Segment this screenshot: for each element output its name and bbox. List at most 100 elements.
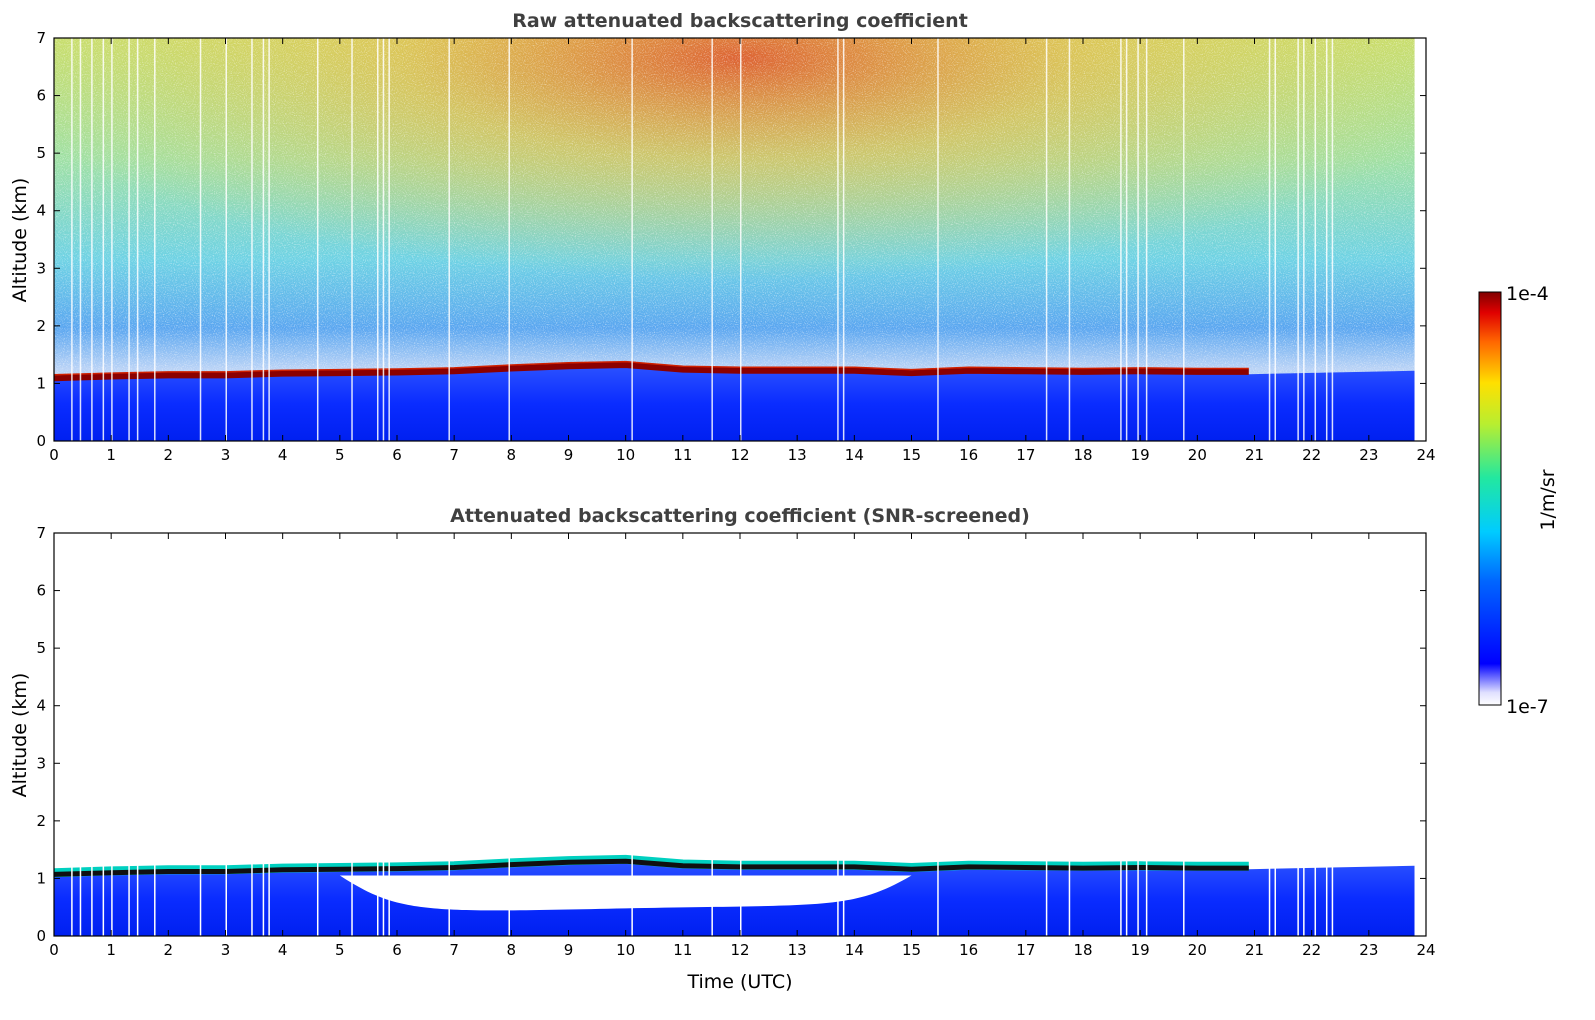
missing-profile-line	[351, 533, 353, 936]
missing-profile-line	[316, 533, 319, 936]
y-tick-label: 3	[36, 754, 46, 772]
missing-profile-line	[1303, 38, 1305, 441]
missing-profile-line	[111, 533, 113, 936]
raw-y-ticks: 0 1 2 3 4 5 6 7	[36, 29, 1426, 450]
x-tick-label: 0	[49, 446, 59, 464]
raw-x-ticks: 0 1 2 3 4 5 6 7 8 9 10 11 12 13 14 15 16 17 18 19 20 21 22 23 24	[49, 38, 1436, 464]
raw-no-data-region	[1414, 38, 1426, 441]
x-tick-label: 21	[1245, 446, 1264, 464]
missing-profile-line	[837, 533, 839, 936]
missing-profile-line	[740, 533, 742, 936]
x-tick-label: 10	[616, 446, 635, 464]
missing-profile-line	[91, 38, 93, 441]
missing-profile-line	[1183, 38, 1185, 441]
missing-profile-line	[1125, 38, 1128, 441]
missing-profile-line	[711, 533, 713, 936]
x-tick-label: 23	[1359, 446, 1378, 464]
missing-profile-line	[111, 38, 113, 441]
missing-profile-line	[448, 38, 450, 441]
x-tick-label: 0	[49, 941, 59, 959]
missing-profile-line	[199, 533, 202, 936]
x-tick-label: 19	[1131, 941, 1150, 959]
missing-profile-line	[154, 38, 156, 441]
x-tick-label: 4	[278, 446, 288, 464]
missing-profile-line	[937, 38, 939, 441]
colorbar-units-label: 1/m/sr	[1537, 469, 1559, 530]
missing-profile-line	[382, 533, 385, 936]
x-axis-label: Time (UTC)	[686, 971, 792, 993]
missing-profile-line	[508, 533, 510, 936]
x-tick-label: 11	[673, 446, 692, 464]
x-tick-label: 8	[507, 446, 517, 464]
x-tick-label: 24	[1416, 446, 1435, 464]
missing-profile-line	[1297, 38, 1299, 441]
missing-profile-line	[262, 38, 265, 441]
missing-profile-line	[316, 38, 319, 441]
x-tick-label: 11	[673, 941, 692, 959]
missing-profile-line	[1045, 533, 1048, 936]
y-tick-label: 4	[36, 202, 46, 220]
y-tick-label: 5	[36, 639, 46, 657]
missing-profile-line	[128, 533, 130, 936]
missing-profile-line	[740, 38, 742, 441]
x-tick-label: 10	[616, 941, 635, 959]
y-tick-label: 7	[36, 29, 46, 47]
missing-profile-line	[1331, 38, 1334, 441]
missing-profile-line	[1120, 38, 1122, 441]
missing-profile-line	[388, 38, 390, 441]
screened-backscatter-panel: 0 1 2 3 4 5 6 7 8 9 10 11 12 13 14 15 16 17 18 19 20 21 22 23 24…	[9, 505, 1436, 993]
missing-profile-line	[225, 38, 227, 441]
screened-missing-profiles	[71, 533, 1334, 936]
missing-profile-line	[1137, 38, 1139, 441]
missing-profile-line	[1314, 533, 1317, 936]
missing-profile-line	[1145, 38, 1148, 441]
missing-profile-line	[1274, 533, 1277, 936]
screened-no-data-region	[1414, 533, 1426, 936]
raw-cloud-layer-edge	[54, 360, 1249, 376]
x-tick-label: 7	[449, 446, 459, 464]
x-tick-label: 18	[1073, 941, 1092, 959]
x-tick-label: 8	[507, 941, 517, 959]
x-tick-label: 9	[564, 446, 574, 464]
colorbar-max-label: 1e-4	[1506, 283, 1549, 305]
missing-profile-line	[225, 533, 227, 936]
missing-profile-line	[79, 38, 82, 441]
missing-profile-line	[128, 38, 130, 441]
x-tick-label: 2	[164, 941, 174, 959]
raw-missing-profiles	[71, 38, 1334, 441]
missing-profile-line	[376, 533, 379, 936]
y-tick-label: 4	[36, 697, 46, 715]
x-tick-label: 16	[959, 446, 978, 464]
missing-profile-line	[71, 38, 73, 441]
x-tick-label: 23	[1359, 941, 1378, 959]
x-tick-label: 9	[564, 941, 574, 959]
colorbar-min-label: 1e-7	[1506, 696, 1549, 718]
screened-chart-title: Attenuated backscattering coefficient (S…	[450, 505, 1030, 527]
x-tick-label: 5	[335, 446, 345, 464]
x-tick-label: 19	[1131, 446, 1150, 464]
screened-y-ticks: 0 1 2 3 4 5 6 7	[36, 524, 1426, 945]
y-tick-label: 5	[36, 144, 46, 162]
missing-profile-line	[1183, 533, 1185, 936]
x-tick-label: 5	[335, 941, 345, 959]
y-tick-label: 1	[36, 374, 46, 392]
y-tick-label: 6	[36, 582, 46, 600]
screened-gap-region	[339, 875, 912, 911]
missing-profile-line	[262, 533, 265, 936]
missing-profile-line	[71, 533, 73, 936]
missing-profile-line	[1120, 533, 1122, 936]
x-tick-label: 16	[959, 941, 978, 959]
raw-boundary-layer	[54, 367, 1415, 441]
missing-profile-line	[631, 38, 633, 441]
missing-profile-line	[1325, 533, 1328, 936]
y-tick-label: 6	[36, 87, 46, 105]
colorbar-gradient	[1478, 291, 1502, 706]
missing-profile-line	[199, 38, 202, 441]
x-tick-label: 14	[845, 446, 864, 464]
y-tick-label: 2	[36, 317, 46, 335]
missing-profile-line	[351, 38, 353, 441]
missing-profile-line	[1268, 38, 1271, 441]
x-tick-label: 14	[845, 941, 864, 959]
y-tick-label: 2	[36, 812, 46, 830]
